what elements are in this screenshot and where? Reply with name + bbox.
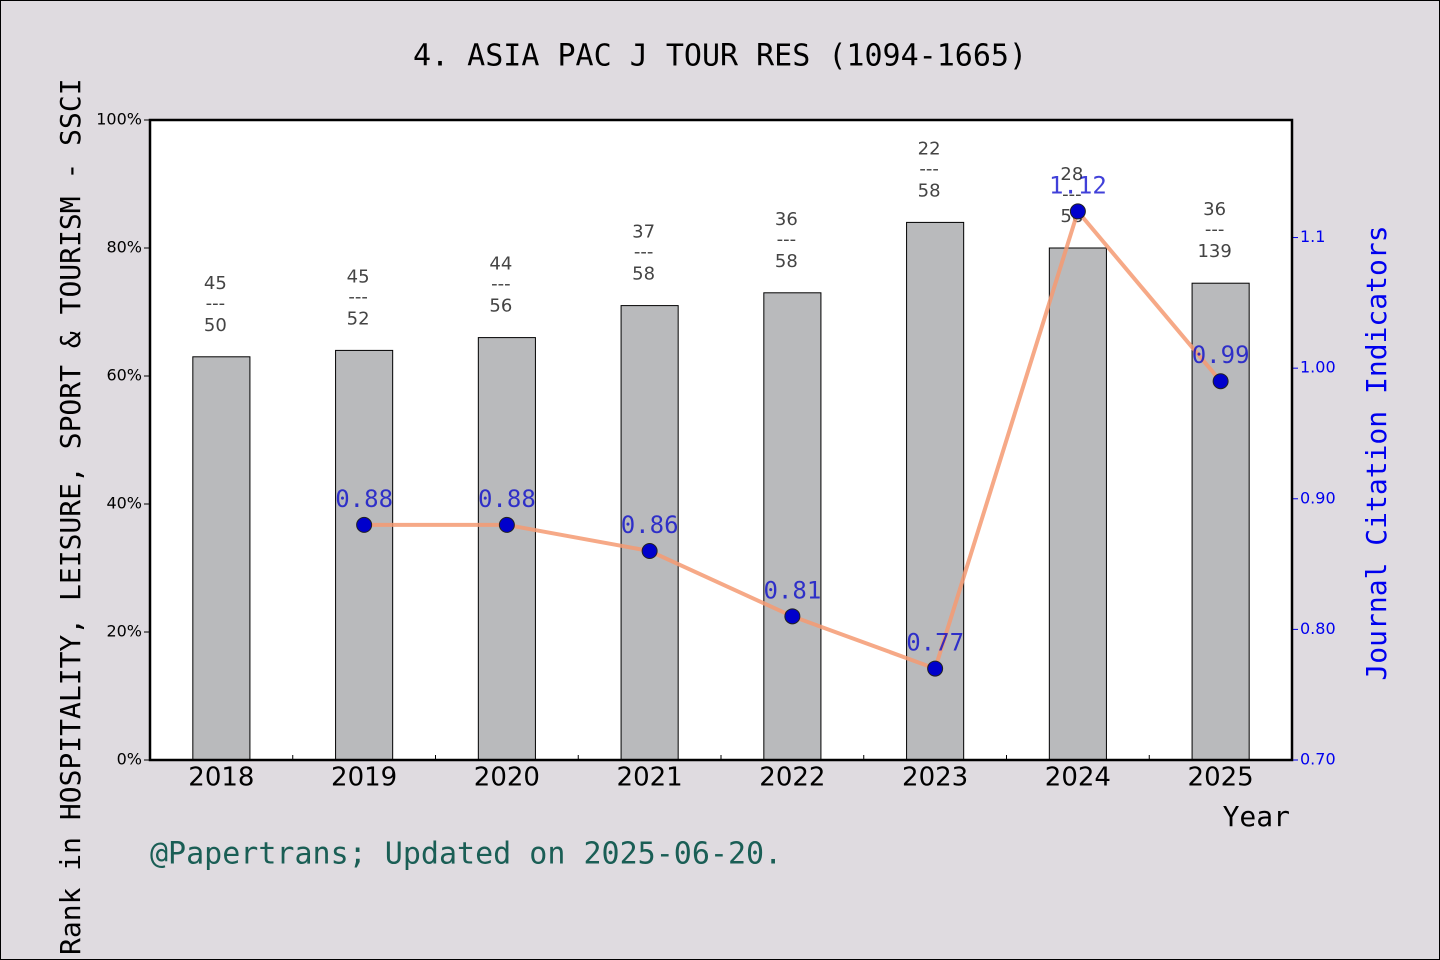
rank-label: 139	[1197, 241, 1231, 262]
rank-label: ---	[634, 242, 654, 263]
plot-border	[148, 118, 1294, 762]
rank-label: ---	[348, 286, 368, 307]
jci-point	[641, 543, 658, 560]
rank-label: 58	[775, 251, 798, 272]
rank-label: 58	[918, 180, 941, 201]
rank-label: ---	[1062, 184, 1082, 205]
y2-tick-label: 0.80	[1300, 619, 1336, 638]
rank-label: 44	[489, 254, 512, 275]
rank-label: ---	[1205, 219, 1225, 240]
jci-value-label: 1.12	[1049, 171, 1107, 199]
plot-area	[150, 120, 1292, 760]
y2-tick-label: 0.70	[1300, 750, 1336, 769]
bar	[1191, 282, 1250, 761]
jci-point	[356, 516, 373, 533]
y2-tick-label: 1.1	[1300, 227, 1325, 246]
jci-point	[784, 608, 801, 625]
y-tick-label: 0%	[117, 750, 142, 769]
rank-label: ---	[206, 293, 226, 314]
rank-label: ---	[491, 274, 511, 295]
rank-label: 28	[1060, 164, 1083, 185]
x-tick-label: 2021	[617, 763, 683, 793]
x-tick-label: 2023	[902, 763, 968, 793]
y-tick-label: 60%	[106, 366, 142, 385]
jci-value-label: 0.88	[478, 485, 536, 513]
jci-point	[1069, 203, 1086, 220]
rank-label: 52	[347, 308, 370, 329]
x-tick-label: 2020	[474, 763, 540, 793]
rank-label: 36	[1203, 199, 1226, 220]
y2-axis-label: Journal Citation Indicators	[1360, 225, 1393, 680]
jci-point	[1212, 373, 1229, 390]
rank-label: 36	[775, 209, 798, 230]
jci-value-label: 0.81	[763, 576, 821, 604]
jci-point	[927, 660, 944, 677]
rank-label: ---	[919, 158, 939, 179]
y-axis-label: Rank in HOSPITALITY, LEISURE, SPORT & TO…	[54, 78, 87, 955]
jci-value-label: 0.77	[906, 629, 964, 657]
jci-point	[498, 516, 515, 533]
y2-tick-label: 0.90	[1300, 488, 1336, 507]
rank-label: 50	[204, 315, 227, 336]
bar	[335, 349, 394, 761]
bar	[1048, 247, 1107, 761]
x-tick-label: 2019	[331, 763, 397, 793]
bar	[192, 356, 251, 761]
rank-label: 37	[632, 222, 655, 243]
rank-label: 56	[489, 296, 512, 317]
x-tick-label: 2018	[188, 763, 254, 793]
bar	[620, 305, 679, 761]
chart-title: 4. ASIA PAC J TOUR RES (1094-1665)	[413, 39, 1027, 74]
jci-value-label: 0.88	[335, 485, 393, 513]
jci-value-label: 0.86	[621, 511, 679, 539]
bar	[477, 337, 536, 761]
rank-label: 58	[632, 264, 655, 285]
bar	[906, 221, 965, 761]
rank-label: 45	[347, 266, 370, 287]
x-tick-label: 2022	[759, 763, 825, 793]
y-tick-label: 80%	[106, 238, 142, 257]
y-tick-label: 40%	[106, 494, 142, 513]
y2-tick-label: 1.00	[1300, 358, 1336, 377]
x-tick-label: 2025	[1188, 763, 1254, 793]
y-tick-label: 20%	[106, 622, 142, 641]
rank-label: 45	[204, 273, 227, 294]
y-tick-label: 100%	[96, 110, 142, 129]
rank-label: ---	[777, 229, 797, 250]
rank-label: 22	[918, 138, 941, 159]
bar	[763, 292, 822, 761]
jci-value-label: 0.99	[1192, 341, 1250, 369]
x-axis-label: Year	[1223, 800, 1290, 833]
footer: @Papertrans; Updated on 2025-06-20.	[150, 837, 782, 872]
x-tick-label: 2024	[1045, 763, 1111, 793]
